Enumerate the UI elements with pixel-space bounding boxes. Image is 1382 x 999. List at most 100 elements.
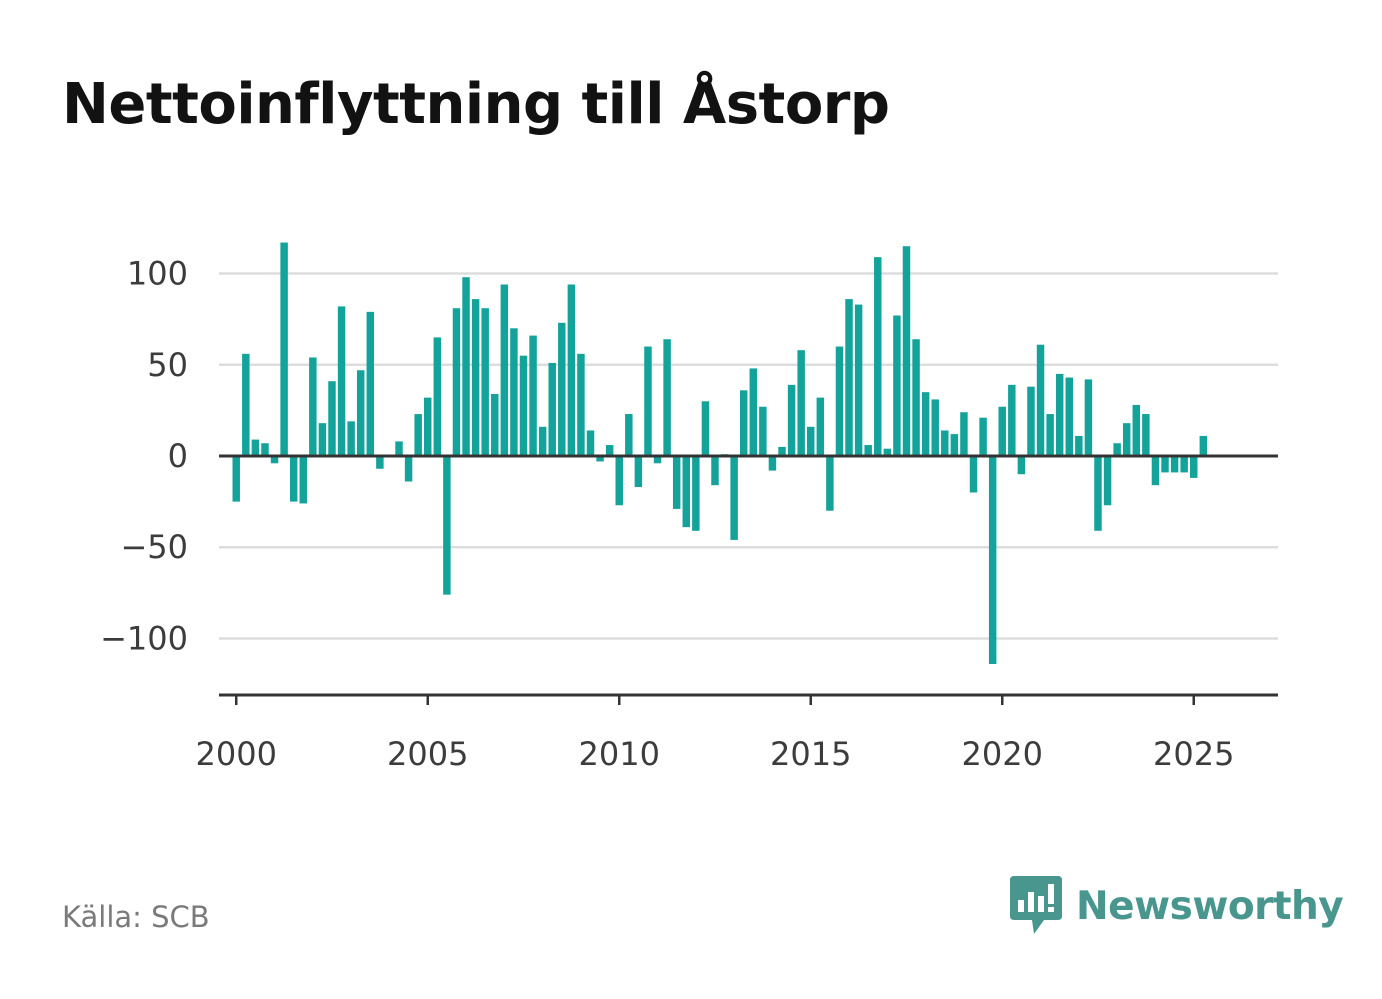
y-tick-label: −100: [100, 619, 188, 657]
bar: [519, 355, 528, 456]
bar: [893, 315, 901, 456]
x-tick-label: 2005: [387, 735, 468, 773]
x-tick-label: 2015: [770, 735, 851, 773]
bar: [289, 456, 298, 502]
bar: [1055, 373, 1064, 456]
brand-name: Newsworthy: [1076, 883, 1344, 929]
bar: [1122, 423, 1131, 456]
bar: [711, 456, 719, 486]
bar: [1170, 456, 1179, 473]
bar: [1199, 435, 1208, 456]
x-tick-label: 2010: [579, 735, 660, 773]
bar: [1036, 344, 1045, 456]
bar: [835, 346, 844, 456]
bar: [1046, 414, 1054, 456]
bar: [902, 246, 911, 456]
bar: [280, 242, 288, 456]
bar: [816, 397, 825, 456]
x-tick-label: 2020: [962, 735, 1043, 773]
bar: [395, 441, 403, 456]
bar: [1103, 456, 1112, 506]
bar: [1027, 386, 1035, 456]
bar: [548, 362, 556, 456]
bar: [1008, 384, 1016, 456]
bar: [1190, 456, 1198, 478]
bar: [270, 456, 279, 464]
bar: [242, 353, 250, 456]
bar: [471, 299, 480, 456]
bar: [1084, 379, 1093, 456]
bar: [941, 430, 949, 456]
bar: [960, 412, 968, 456]
bar: [510, 328, 518, 456]
bar-series: [232, 242, 1208, 664]
bar: [787, 384, 796, 456]
bar: [979, 417, 987, 456]
bar: [969, 456, 978, 493]
bar: [424, 397, 432, 456]
bar: [912, 339, 920, 456]
bar: [883, 448, 892, 456]
bar: [481, 308, 489, 456]
bar: [826, 456, 834, 511]
bar: [1142, 414, 1150, 456]
bar: [251, 439, 260, 456]
bar: [1094, 456, 1102, 531]
bar: [950, 434, 959, 456]
bar: [864, 445, 872, 456]
bar: [1161, 456, 1169, 473]
bar: [376, 456, 384, 469]
y-tick-label: 100: [127, 255, 188, 293]
bar: [586, 430, 595, 456]
bar: [625, 414, 633, 456]
bar: [538, 426, 547, 456]
bar: [672, 456, 681, 509]
bar: [854, 304, 863, 456]
bar: [682, 456, 690, 528]
bar: [567, 284, 576, 456]
bar: [261, 443, 269, 456]
bar: [337, 306, 346, 456]
bar: [462, 277, 470, 456]
bar: [558, 322, 566, 456]
bar: [730, 456, 738, 540]
bar: [404, 456, 413, 482]
bar: [644, 346, 652, 456]
bar: [921, 392, 930, 456]
bar: [1017, 456, 1026, 475]
bar: [653, 456, 662, 464]
bar: [232, 456, 240, 502]
bar: [356, 370, 365, 456]
bar: [366, 311, 375, 456]
bar: [1065, 377, 1073, 456]
chart-title: Nettoinflyttning till Åstorp: [62, 72, 890, 137]
bar: [634, 456, 643, 488]
y-tick-label: 0: [168, 437, 188, 475]
bar: [749, 368, 758, 456]
y-tick-labels: 100 50 0 −50 −100: [100, 255, 188, 658]
bar: [414, 414, 422, 456]
bar: [309, 357, 317, 456]
bar: [931, 399, 939, 456]
bar: [1113, 443, 1121, 456]
bar: [988, 456, 997, 664]
x-tick-labels: 2000 2005 2010 2015 2020 2025: [196, 735, 1235, 773]
newsworthy-logo-icon: [1010, 876, 1062, 934]
bar: [807, 426, 815, 456]
bar: [299, 456, 307, 504]
bar: [605, 445, 614, 456]
bar: [759, 406, 767, 456]
bar: [1180, 456, 1188, 473]
bar: [433, 337, 442, 456]
bar: [768, 456, 777, 471]
bar: [491, 393, 499, 456]
bar: [797, 350, 805, 456]
bar: [328, 381, 336, 456]
bar: [443, 456, 451, 595]
x-tick-label: 2000: [196, 735, 277, 773]
bar: [739, 390, 748, 456]
bar: [701, 401, 710, 456]
bar: [692, 456, 700, 531]
brand-logo[interactable]: Newsworthy: [1010, 876, 1344, 936]
